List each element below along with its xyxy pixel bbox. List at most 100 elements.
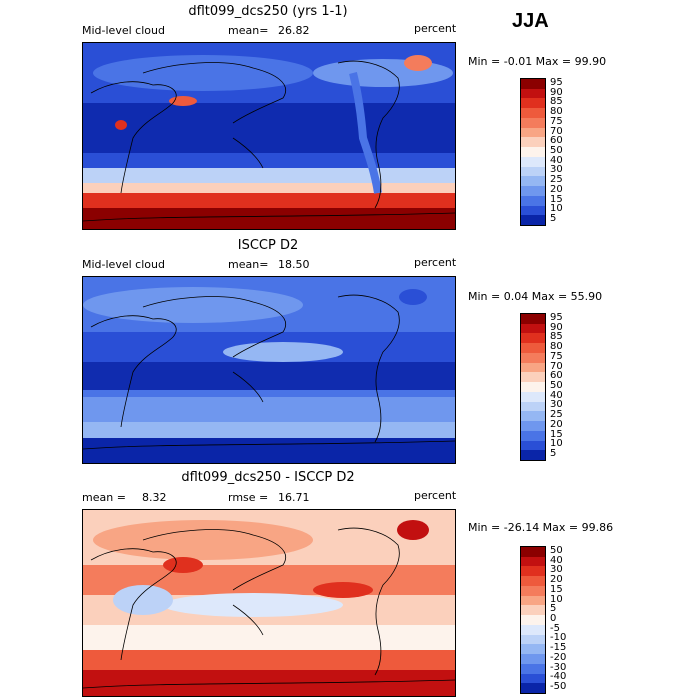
- panel2-colorbar: [520, 313, 546, 461]
- panel1-mean-value: 26.82: [278, 24, 310, 37]
- panel1-minmax: Min = -0.01 Max = 99.90: [468, 55, 607, 68]
- colorbar-swatch: [521, 673, 545, 684]
- colorbar-tick-label: 50: [550, 145, 563, 156]
- panel1-units: percent: [414, 22, 457, 35]
- colorbar-tick-label: 15: [550, 583, 563, 595]
- colorbar-swatch: [521, 624, 545, 635]
- colorbar-swatch: [521, 595, 545, 606]
- colorbar-tick-label: -10: [550, 632, 567, 644]
- colorbar-tick-label: 30: [550, 164, 563, 176]
- colorbar-tick-label: -5: [550, 622, 560, 634]
- colorbar-tick-label: 70: [550, 360, 563, 372]
- panel2-minmax: Min = 0.04 Max = 55.90: [468, 290, 603, 303]
- colorbar-tick-label: 10: [550, 203, 563, 215]
- colorbar-swatch: [521, 205, 545, 216]
- colorbar-swatch: [521, 421, 545, 432]
- colorbar-tick-label: 75: [550, 115, 563, 127]
- colorbar-tick-label: 95: [550, 76, 563, 88]
- colorbar-swatch: [521, 634, 545, 645]
- colorbar-tick-label: 85: [550, 96, 563, 108]
- colorbar-tick-label: 15: [550, 193, 563, 205]
- colorbar-tick-label: 90: [550, 321, 563, 333]
- panel2-variable: Mid-level cloud: [82, 258, 165, 271]
- colorbar-tick-label: 40: [550, 554, 563, 566]
- colorbar-swatch: [521, 195, 545, 206]
- panel3-map: [82, 509, 456, 697]
- panel2-title: ISCCP D2: [237, 238, 299, 253]
- colorbar-tick-label: -15: [550, 642, 567, 654]
- colorbar-tick-label: 40: [550, 154, 563, 166]
- colorbar-tick-label: 70: [550, 125, 563, 137]
- colorbar-swatch: [521, 362, 545, 373]
- colorbar-tick-label: -20: [550, 651, 567, 663]
- colorbar-swatch: [521, 663, 545, 674]
- colorbar-swatch: [521, 352, 545, 363]
- colorbar-swatch: [521, 654, 545, 665]
- colorbar-tick-label: 30: [550, 564, 563, 576]
- colorbar-swatch: [521, 156, 545, 167]
- panel1-variable: Mid-level cloud: [82, 24, 165, 37]
- colorbar-tick-label: 20: [550, 183, 563, 195]
- colorbar-tick-label: 10: [550, 593, 563, 605]
- colorbar-tick-label: -50: [550, 681, 567, 693]
- colorbar-swatch: [521, 440, 545, 451]
- colorbar-tick-label: 5: [550, 213, 557, 225]
- colorbar-tick-label: 60: [550, 370, 563, 382]
- colorbar-swatch: [521, 186, 545, 197]
- colorbar-tick-label: 25: [550, 409, 563, 421]
- colorbar-tick-label: 75: [550, 350, 563, 362]
- colorbar-tick-label: 0: [550, 613, 557, 624]
- colorbar-swatch: [521, 323, 545, 334]
- panel2-mean-label: mean=: [228, 258, 269, 271]
- colorbar-tick-label: 10: [550, 438, 563, 450]
- colorbar-swatch: [521, 556, 545, 567]
- colorbar-swatch: [521, 430, 545, 441]
- colorbar-swatch: [521, 127, 545, 138]
- colorbar-swatch: [521, 79, 545, 89]
- colorbar-swatch: [521, 108, 545, 119]
- colorbar-swatch: [521, 166, 545, 177]
- colorbar-swatch: [521, 615, 545, 626]
- colorbar-swatch: [521, 372, 545, 383]
- panel3-minmax: Min = -26.14 Max = 99.86: [468, 521, 614, 534]
- panel1-map: [82, 42, 456, 230]
- colorbar-tick-label: 90: [550, 86, 563, 98]
- panel3-rmse-label: rmse =: [228, 491, 269, 504]
- colorbar-swatch: [521, 333, 545, 344]
- panel3-rmse-value: 16.71: [278, 491, 310, 504]
- colorbar-tick-label: 25: [550, 174, 563, 186]
- colorbar-tick-label: -40: [550, 671, 567, 683]
- colorbar-swatch: [521, 411, 545, 422]
- colorbar-swatch: [521, 391, 545, 402]
- colorbar-swatch: [521, 147, 545, 158]
- colorbar-swatch: [521, 176, 545, 187]
- colorbar-tick-label: 95: [550, 311, 563, 323]
- colorbar-swatch: [521, 117, 545, 128]
- colorbar-tick-label: 30: [550, 399, 563, 411]
- colorbar-swatch: [521, 98, 545, 109]
- colorbar-swatch: [521, 576, 545, 587]
- colorbar-tick-label: 60: [550, 135, 563, 147]
- colorbar-swatch: [521, 88, 545, 99]
- panel3-mean-label: mean =: [82, 491, 126, 504]
- colorbar-tick-label: -30: [550, 661, 567, 673]
- colorbar-tick-label: 20: [550, 574, 563, 586]
- panel3-colorbar: [520, 546, 546, 694]
- colorbar-swatch: [521, 683, 545, 694]
- colorbar-tick-label: 80: [550, 341, 563, 353]
- panel2-map: [82, 276, 456, 464]
- colorbar-swatch: [521, 343, 545, 354]
- panel2-units: percent: [414, 256, 457, 269]
- colorbar-swatch: [521, 215, 545, 226]
- colorbar-tick-label: 15: [550, 428, 563, 440]
- colorbar-tick-label: 5: [550, 448, 557, 460]
- panel1-colorbar: [520, 78, 546, 226]
- colorbar-swatch: [521, 585, 545, 596]
- colorbar-swatch: [521, 450, 545, 461]
- panel3-title: dflt099_dcs250 - ISCCP D2: [181, 470, 355, 485]
- panel3-units: percent: [414, 489, 457, 502]
- colorbar-tick-label: 5: [550, 603, 557, 615]
- colorbar-swatch: [521, 137, 545, 148]
- panel1-title: dflt099_dcs250 (yrs 1-1): [188, 4, 348, 19]
- colorbar-swatch: [521, 382, 545, 393]
